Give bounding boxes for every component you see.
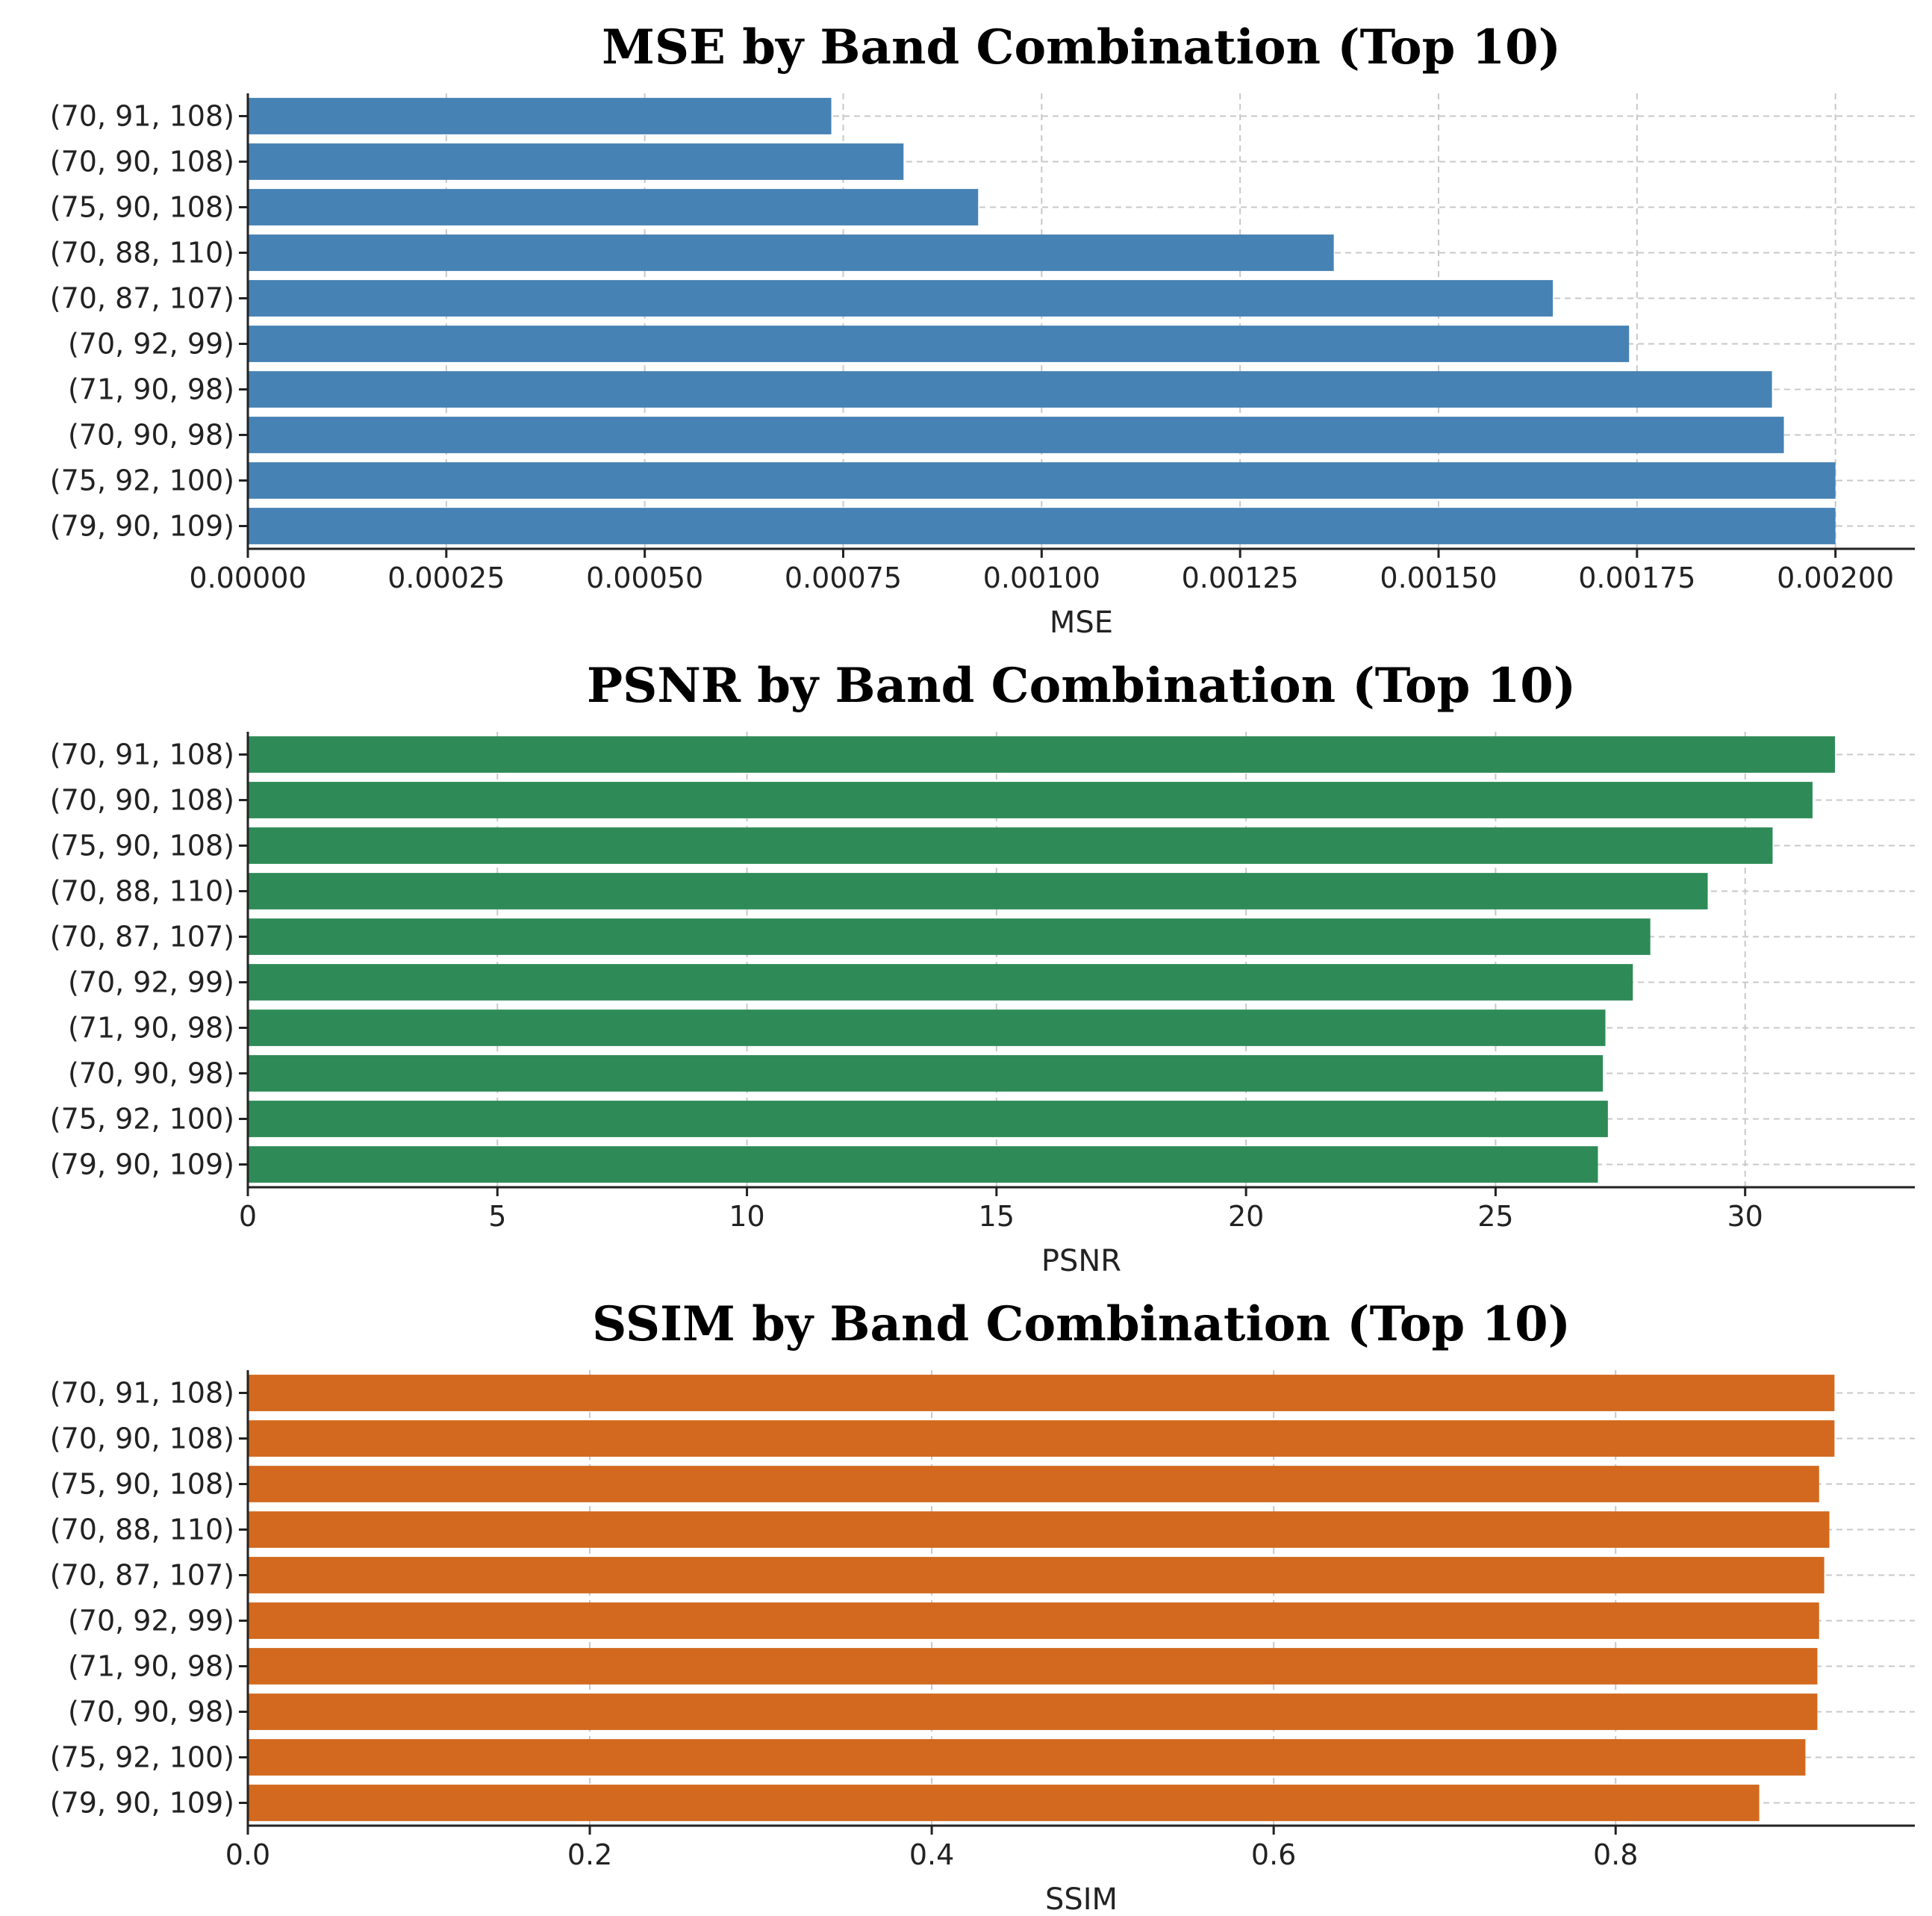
ssim-y-tick-label: (71, 90, 98)	[68, 1650, 234, 1683]
psnr-bar	[248, 782, 1813, 818]
ssim-y-tick-label: (70, 90, 108)	[50, 1422, 234, 1455]
psnr-bar	[248, 1055, 1604, 1092]
psnr-y-tick-label: (70, 92, 99)	[68, 966, 234, 999]
psnr-y-tick-label: (75, 90, 108)	[50, 830, 234, 862]
ssim-y-tick-label: (70, 87, 107)	[50, 1559, 234, 1592]
mse-bar	[248, 189, 979, 225]
mse-bar	[248, 417, 1784, 453]
psnr-y-tick-label: (75, 92, 100)	[50, 1103, 234, 1136]
psnr-x-tick-label: 10	[729, 1200, 764, 1233]
ssim-bar	[248, 1602, 1819, 1639]
ssim-y-tick-label: (70, 92, 99)	[68, 1605, 234, 1637]
psnr-x-tick-label: 20	[1228, 1200, 1264, 1233]
psnr-chart: PSNR by Band Combination (Top 10) PSNR 0…	[50, 658, 1915, 1278]
mse-bar	[248, 508, 1836, 544]
mse-y-tick-label: (79, 90, 109)	[50, 510, 234, 543]
mse-x-axis-label: MSE	[1050, 606, 1113, 640]
mse-y-tick-label: (70, 87, 107)	[50, 282, 234, 315]
mse-x-tick-label: 0.00025	[387, 562, 505, 594]
ssim-y-tick-label: (70, 91, 108)	[50, 1377, 234, 1410]
mse-bar	[248, 143, 904, 180]
psnr-bar	[248, 918, 1651, 955]
ssim-x-tick-label: 0.8	[1593, 1838, 1638, 1871]
ssim-y-tick-label: (70, 88, 110)	[50, 1514, 234, 1546]
ssim-bar	[248, 1648, 1818, 1685]
mse-y-tick-label: (75, 90, 108)	[50, 191, 234, 224]
mse-x-tick-label: 0.00125	[1182, 562, 1299, 594]
ssim-bar	[248, 1375, 1835, 1411]
mse-bar	[248, 98, 832, 134]
mse-x-tick-label: 0.00100	[983, 562, 1100, 594]
psnr-x-tick-label: 5	[488, 1200, 506, 1233]
mse-y-tick-label: (70, 91, 108)	[50, 100, 234, 133]
mse-x-tick-label: 0.00200	[1777, 562, 1894, 594]
mse-y-tick-label: (71, 90, 98)	[68, 373, 234, 406]
psnr-x-axis-label: PSNR	[1041, 1244, 1121, 1278]
psnr-bar	[248, 1010, 1606, 1046]
ssim-y-tick-label: (75, 92, 100)	[50, 1741, 234, 1774]
ssim-chart: SSIM by Band Combination (Top 10) SSIM 0…	[50, 1296, 1915, 1916]
ssim-x-axis-label: SSIM	[1045, 1882, 1118, 1916]
ssim-bar	[248, 1511, 1830, 1548]
mse-x-tick-label: 0.00000	[189, 562, 306, 594]
ssim-x-tick-label: 0.0	[225, 1838, 270, 1871]
ssim-bar	[248, 1420, 1835, 1457]
psnr-chart-title: PSNR by Band Combination (Top 10)	[587, 658, 1576, 714]
mse-x-tick-label: 0.00175	[1578, 562, 1695, 594]
ssim-bar	[248, 1466, 1819, 1502]
mse-x-tick-label: 0.00150	[1380, 562, 1497, 594]
psnr-y-tick-label: (79, 90, 109)	[50, 1148, 234, 1181]
ssim-bar	[248, 1557, 1825, 1593]
mse-y-tick-label: (70, 90, 98)	[68, 419, 234, 452]
mse-y-tick-label: (70, 90, 108)	[50, 146, 234, 178]
ssim-bar	[248, 1785, 1760, 1821]
psnr-bar	[248, 1101, 1608, 1137]
ssim-y-tick-label: (70, 90, 98)	[68, 1696, 234, 1729]
mse-x-tick-label: 0.00050	[586, 562, 703, 594]
psnr-y-tick-label: (70, 90, 108)	[50, 784, 234, 817]
mse-y-tick-label: (75, 92, 100)	[50, 464, 234, 497]
mse-y-tick-label: (70, 88, 110)	[50, 237, 234, 270]
psnr-x-tick-label: 0	[239, 1200, 257, 1233]
psnr-bar	[248, 827, 1773, 864]
ssim-chart-title: SSIM by Band Combination (Top 10)	[592, 1296, 1571, 1352]
psnr-bar	[248, 873, 1708, 909]
psnr-bar	[248, 1146, 1598, 1183]
ssim-x-tick-label: 0.6	[1251, 1838, 1296, 1871]
ssim-bar	[248, 1693, 1818, 1730]
psnr-y-tick-label: (70, 87, 107)	[50, 921, 234, 954]
psnr-x-tick-label: 15	[979, 1200, 1015, 1233]
ssim-y-tick-label: (75, 90, 108)	[50, 1468, 234, 1501]
mse-chart: MSE by Band Combination (Top 10) MSE 0.0…	[50, 19, 1915, 640]
ssim-y-tick-label: (79, 90, 109)	[50, 1787, 234, 1820]
ssim-x-tick-label: 0.4	[909, 1838, 954, 1871]
mse-x-tick-label: 0.00075	[785, 562, 902, 594]
mse-bar	[248, 371, 1772, 408]
psnr-y-tick-label: (70, 91, 108)	[50, 738, 234, 771]
psnr-x-tick-label: 30	[1727, 1200, 1763, 1233]
mse-bar	[248, 234, 1334, 271]
psnr-x-tick-label: 25	[1477, 1200, 1513, 1233]
mse-bar	[248, 326, 1630, 362]
mse-bar	[248, 462, 1836, 499]
mse-chart-title: MSE by Band Combination (Top 10)	[602, 19, 1561, 75]
psnr-bar	[248, 736, 1836, 773]
psnr-bar	[248, 964, 1633, 1001]
ssim-bar	[248, 1739, 1806, 1776]
psnr-y-tick-label: (70, 90, 98)	[68, 1057, 234, 1090]
ssim-x-tick-label: 0.2	[567, 1838, 612, 1871]
mse-bar	[248, 280, 1554, 317]
psnr-y-tick-label: (71, 90, 98)	[68, 1012, 234, 1045]
mse-y-tick-label: (70, 92, 99)	[68, 328, 234, 361]
psnr-y-tick-label: (70, 88, 110)	[50, 875, 234, 908]
